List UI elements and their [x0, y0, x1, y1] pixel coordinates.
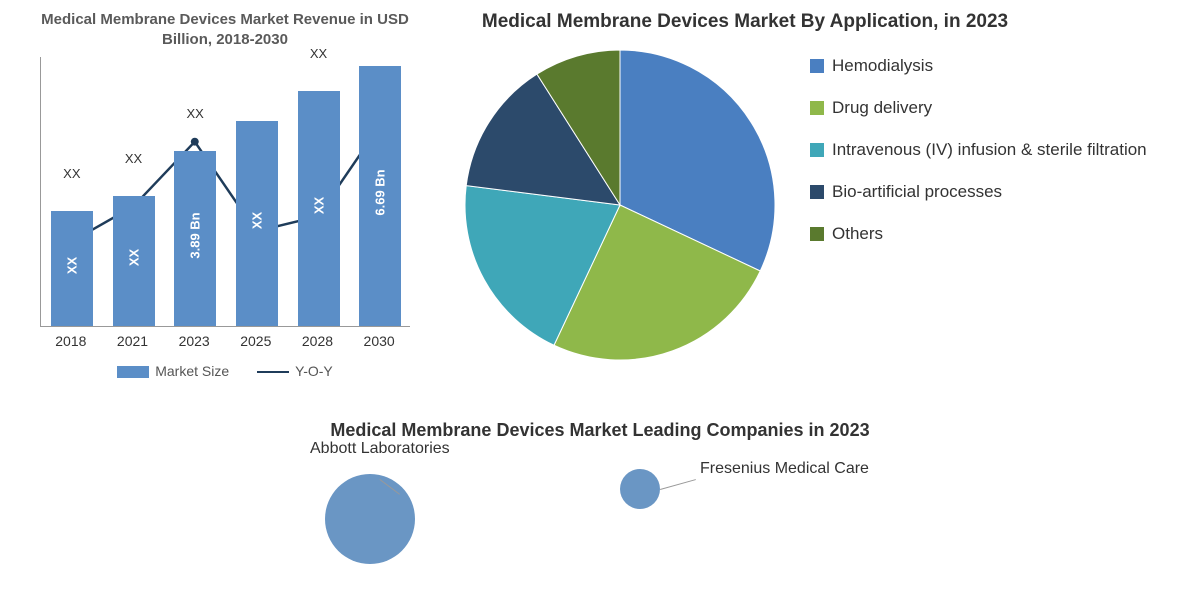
- bar: 6.69 Bn: [359, 66, 401, 326]
- bar-x-axis-labels: 201820212023202520282030: [40, 333, 410, 349]
- legend-market-label: Market Size: [155, 363, 229, 379]
- yoy-line: [41, 57, 410, 326]
- bar-chart-panel: Medical Membrane Devices Market Revenue …: [0, 0, 430, 420]
- bar: 3.89 BnXX: [174, 151, 216, 326]
- pie-legend-item: Drug delivery: [810, 97, 1147, 119]
- bar: XXXX: [113, 196, 155, 326]
- legend-yoy: Y-O-Y: [257, 363, 333, 379]
- pie-legend-swatch: [810, 101, 824, 115]
- bar-x-label: 2025: [225, 333, 287, 349]
- bar-inner-label: 6.69 Bn: [373, 169, 388, 215]
- pie-legend-label: Others: [832, 223, 883, 245]
- bar-top-label: XX: [63, 166, 80, 181]
- legend-yoy-label: Y-O-Y: [295, 363, 333, 379]
- pie-chart-panel: Medical Membrane Devices Market By Appli…: [430, 0, 1200, 420]
- bar-x-label: 2021: [102, 333, 164, 349]
- company-bubble: [620, 469, 660, 509]
- pie-chart-legend: Hemodialysis Drug delivery Intravenous (IV…: [800, 45, 1147, 265]
- bubble-connector: [660, 479, 696, 490]
- bar-inner-label: XX: [249, 211, 264, 228]
- bar-top-label: XX: [186, 106, 203, 121]
- bar-inner-label: XX: [126, 249, 141, 266]
- bar: XXXX: [298, 91, 340, 326]
- bar-inner-label: XX: [64, 256, 79, 273]
- bar: XXXX: [51, 211, 93, 326]
- pie-legend-item: Bio-artificial processes: [810, 181, 1147, 203]
- pie-legend-item: Hemodialysis: [810, 55, 1147, 77]
- pie-legend-item: Others: [810, 223, 1147, 245]
- pie-legend-swatch: [810, 59, 824, 73]
- bar-chart-area: XXXXXXXX3.89 BnXXXXXXXX6.69 Bn: [40, 57, 410, 327]
- bar-x-label: 2018: [40, 333, 102, 349]
- pie-chart-title: Medical Membrane Devices Market By Appli…: [320, 10, 1170, 35]
- pie-legend-item: Intravenous (IV) infusion & sterile filt…: [810, 139, 1147, 161]
- legend-market-size: Market Size: [117, 363, 229, 379]
- pie-legend-swatch: [810, 227, 824, 241]
- pie-legend-label: Hemodialysis: [832, 55, 933, 77]
- company-bubble: [325, 474, 415, 564]
- pie-legend-label: Drug delivery: [832, 97, 932, 119]
- bar-chart-legend: Market Size Y-O-Y: [40, 363, 410, 379]
- pie-legend-swatch: [810, 185, 824, 199]
- legend-line: [257, 371, 289, 373]
- bubble-chart-area: Abbott LaboratoriesFresenius Medical Car…: [0, 449, 1200, 589]
- company-label: Fresenius Medical Care: [700, 459, 869, 478]
- bar-x-label: 2028: [287, 333, 349, 349]
- company-label: Abbott Laboratories: [310, 439, 450, 458]
- pie-svg: [440, 45, 800, 365]
- bar-inner-label: 3.89 Bn: [188, 212, 203, 258]
- bar-inner-label: XX: [311, 196, 326, 213]
- pie-chart-area: [440, 45, 800, 365]
- bar-x-label: 2030: [348, 333, 410, 349]
- bubble-chart-title: Medical Membrane Devices Market Leading …: [0, 420, 1200, 441]
- bar: XX: [236, 121, 278, 326]
- bar-top-label: XX: [125, 151, 142, 166]
- pie-legend-label: Bio-artificial processes: [832, 181, 1002, 203]
- bar-top-label: XX: [310, 46, 327, 61]
- pie-legend-swatch: [810, 143, 824, 157]
- pie-legend-label: Intravenous (IV) infusion & sterile filt…: [832, 139, 1147, 161]
- bar-x-label: 2023: [163, 333, 225, 349]
- legend-swatch: [117, 366, 149, 378]
- bubble-chart-panel: Medical Membrane Devices Market Leading …: [0, 420, 1200, 600]
